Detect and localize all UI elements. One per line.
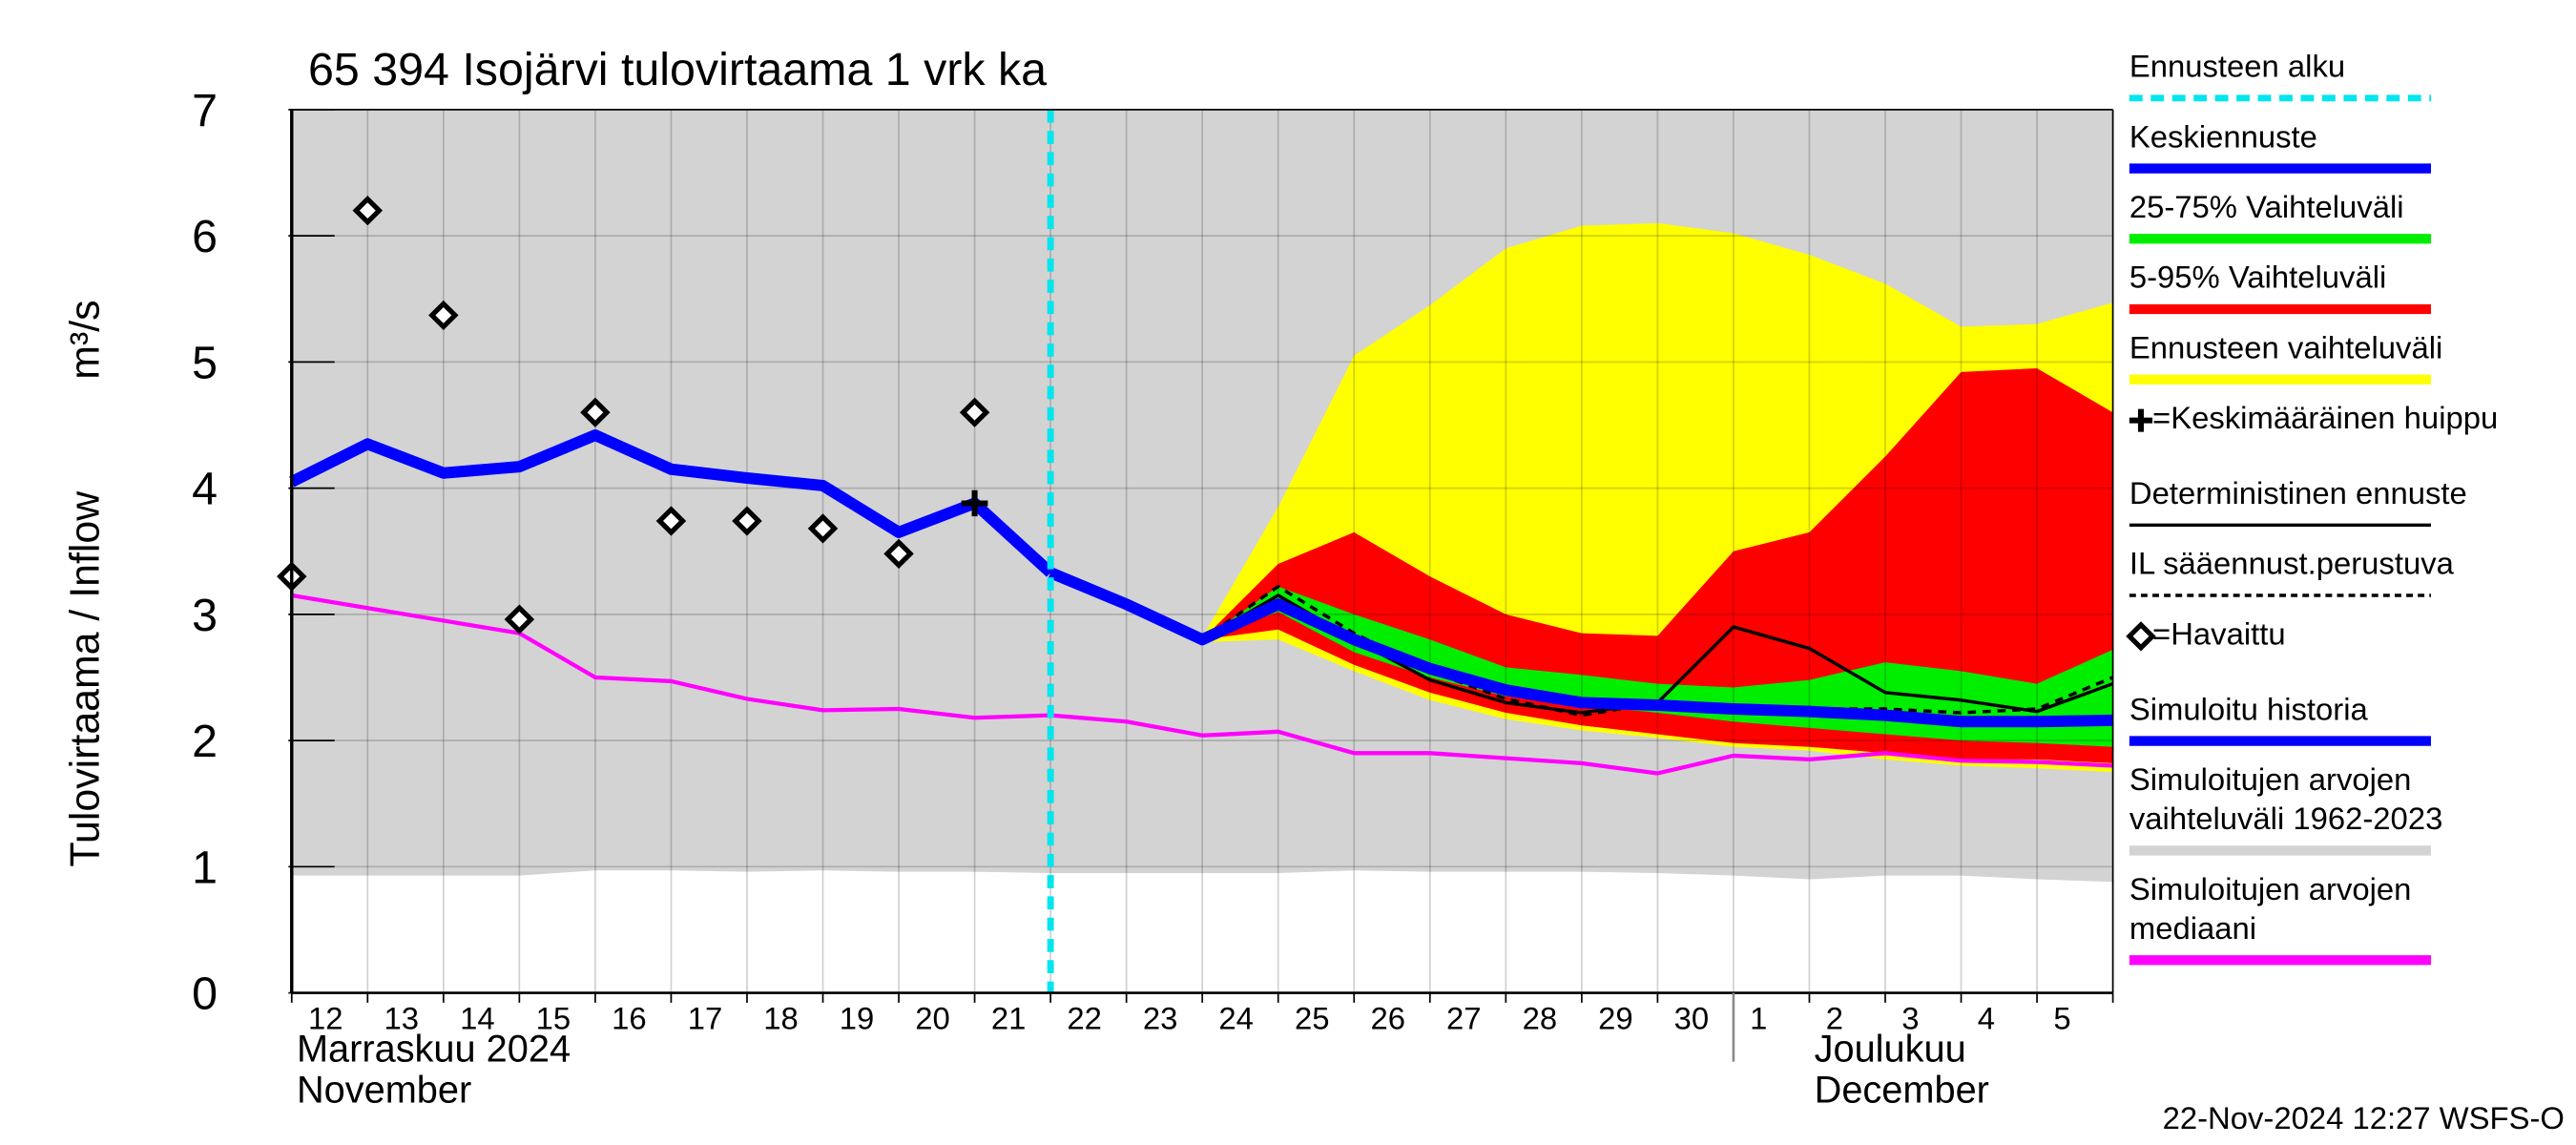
observed-marker (883, 538, 914, 569)
x-tick-label: 1 (1750, 1000, 1767, 1035)
line (1048, 567, 2113, 728)
observed-marker (504, 604, 535, 635)
observed-marker (580, 397, 611, 427)
y-tick-label: 3 (192, 590, 218, 641)
x-tick-label: 29 (1598, 1000, 1632, 1035)
observed-marker (655, 506, 687, 536)
legend-text: =Keskimääräinen huippu (2152, 402, 2499, 437)
timestamp: 22-Nov-2024 12:27 WSFS-O (2163, 1100, 2565, 1135)
peak-marker (961, 489, 988, 517)
x-tick-label: 22 (1067, 1000, 1101, 1035)
chart-title: 65 394 Isojärvi tulovirtaama 1 vrk ka (308, 44, 1047, 95)
x-tick-label: 17 (688, 1000, 722, 1035)
x-tick-label: 18 (763, 1000, 798, 1035)
x-tick-label: 5 (2053, 1000, 2070, 1035)
legend-text: Simuloitu historia (2129, 693, 2368, 728)
band (1050, 367, 2113, 763)
legend-text: Ennusteen alku (2129, 51, 2346, 86)
markers-layer (277, 109, 1054, 993)
observed-marker (732, 506, 762, 536)
y-tick-label: 7 (192, 85, 218, 136)
y-tick-label: 1 (192, 843, 218, 894)
legend-text: IL sääennust.perustuva (2129, 548, 2454, 583)
x-tick-label: 26 (1371, 1000, 1405, 1035)
observed-marker (428, 300, 459, 331)
month-label: Marraskuu 2024 November (296, 1027, 571, 1112)
bands-layer (291, 109, 2113, 883)
lines-layer (289, 429, 2114, 776)
y-tick-label: 4 (192, 464, 218, 515)
legend-text: 5-95% Vaihteluväli (2129, 261, 2387, 297)
x-tick-label: 21 (991, 1000, 1026, 1035)
legend-symbol (2129, 408, 2153, 432)
y-axis-unit: m³/s (63, 300, 109, 379)
y-tick-label: 5 (192, 338, 218, 389)
x-tick-label: 23 (1143, 1000, 1177, 1035)
observed-marker (807, 513, 839, 544)
x-tick-label: 27 (1446, 1000, 1481, 1035)
legend-text: =Havaittu (2152, 618, 2286, 654)
x-tick-label: 24 (1218, 1000, 1253, 1035)
x-tick-label: 16 (612, 1000, 646, 1035)
x-tick-label: 14 (460, 1000, 494, 1035)
x-tick-label: 15 (536, 1000, 571, 1035)
x-tick-label: 25 (1295, 1000, 1329, 1035)
x-tick-label: 12 (308, 1000, 343, 1035)
month-label: Joulukuu December (1814, 1027, 1989, 1112)
line (289, 429, 1055, 577)
x-tick-label: 13 (384, 1000, 419, 1035)
y-axis-label: Tulovirtaama / Inflow (63, 490, 109, 867)
x-tick-label: 19 (840, 1000, 874, 1035)
legend-text: Ennusteen vaihteluväli (2129, 332, 2443, 367)
line (291, 593, 2113, 776)
legend-text: 25-75% Vaihteluväli (2129, 191, 2404, 226)
legend-text: Simuloitujen arvojen mediaani (2129, 873, 2412, 947)
y-tick-label: 2 (192, 716, 218, 767)
legend-text: Keskiennuste (2129, 120, 2317, 156)
x-tick-label: 3 (1901, 1000, 1919, 1035)
observed-marker (959, 397, 990, 427)
x-tick-label: 28 (1523, 1000, 1557, 1035)
x-tick-label: 30 (1674, 1000, 1709, 1035)
y-tick-label: 0 (192, 968, 218, 1020)
x-tick-label: 2 (1826, 1000, 1843, 1035)
observed-marker (352, 196, 384, 226)
x-tick-label: 20 (915, 1000, 949, 1035)
legend-text: Deterministinen ennuste (2129, 477, 2467, 512)
y-tick-label: 6 (192, 211, 218, 262)
x-tick-label: 4 (1978, 1000, 1995, 1035)
legend-text: Simuloitujen arvojen vaihteluväli 1962-2… (2129, 763, 2443, 838)
legend-symbol (2126, 621, 2156, 652)
